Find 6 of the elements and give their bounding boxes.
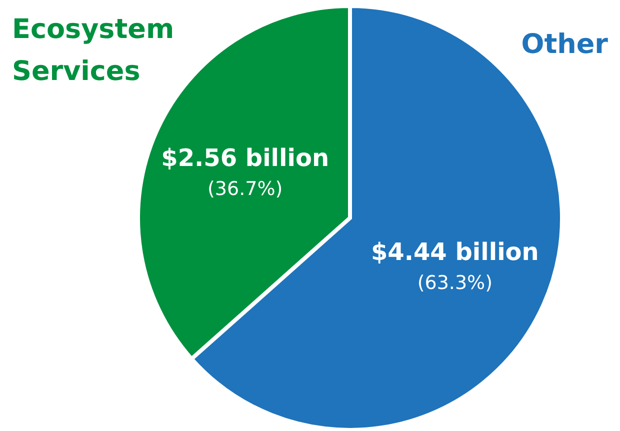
- text: (36.7%): [207, 178, 283, 200]
- data-label: $2.56 billion: [161, 144, 330, 172]
- data-label: $4.44 billion: [370, 238, 539, 266]
- text: (63.3%): [417, 272, 493, 294]
- slice-label: Other: [521, 29, 609, 60]
- slice-label: Ecosystem Services: [12, 14, 174, 87]
